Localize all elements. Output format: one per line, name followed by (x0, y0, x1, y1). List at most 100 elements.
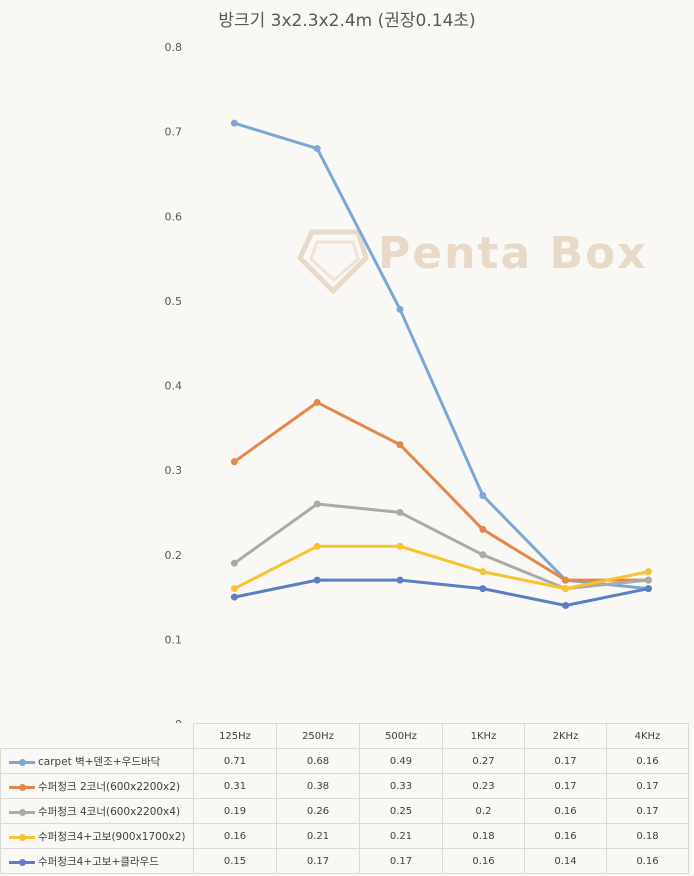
table-cell: 0.16 (524, 798, 607, 824)
data-table: 125Hz 250Hz 500Hz 1KHz 2KHz 4KHz carpet 벽+덴조+우… (0, 723, 689, 874)
data-point (479, 525, 487, 533)
series-line-5 (234, 578, 649, 607)
table-row: 수퍼청크 2코너(600x2200x2) 0.31 0.38 0.33 0.23 0.17… (0, 773, 689, 799)
series-name: 수퍼청크4+고보(900x1700x2) (38, 830, 186, 843)
table-cell: 0.31 (193, 773, 277, 799)
table-cell: 0.2 (442, 798, 525, 824)
data-point (313, 576, 321, 584)
table-cell: 0.26 (276, 798, 360, 824)
table-cell: 0.21 (276, 823, 360, 849)
data-point (313, 500, 321, 508)
table-row: 수퍼청크4+고보+클라우드 0.15 0.17 0.17 0.16 0.14 0.16 (0, 848, 689, 874)
table-cell: 0.38 (276, 773, 360, 799)
watermark-text: Penta Box (378, 228, 648, 279)
table-cell: 0.17 (606, 773, 689, 799)
category-header: 2KHz (524, 723, 607, 749)
data-point (230, 119, 238, 127)
data-point (644, 568, 652, 576)
table-cell: 0.18 (442, 823, 525, 849)
series-name: 수퍼청크 4코너(600x2200x4) (38, 805, 181, 818)
series-legend-cell: 수퍼청크 2코너(600x2200x2) (0, 773, 194, 799)
category-header: 125Hz (193, 723, 277, 749)
data-point (230, 458, 238, 466)
series-legend-cell: 수퍼청크 4코너(600x2200x4) (0, 798, 194, 824)
table-cell: 0.16 (193, 823, 277, 849)
watermark-pentagon-inner-icon (309, 240, 360, 283)
category-header: 250Hz (276, 723, 360, 749)
series-line-3 (233, 502, 649, 591)
y-axis-ticks: 0 0.1 0.2 0.3 0.4 0.5 0.6 0.7 0.8 (165, 41, 183, 723)
legend-line-marker-icon (9, 782, 35, 792)
table-row: 수퍼청크 4코너(600x2200x4) 0.19 0.26 0.25 0.2 0.16 0… (0, 798, 689, 824)
data-point (396, 441, 404, 449)
watermark-pentagon-icon (296, 229, 369, 295)
data-point (396, 576, 404, 584)
table-cell: 0.16 (606, 848, 689, 874)
data-point (644, 585, 652, 593)
series-name: 수퍼청크 2코너(600x2200x2) (38, 780, 181, 793)
table-row: 수퍼청크4+고보(900x1700x2) 0.16 0.21 0.21 0.18 0.16… (0, 823, 689, 849)
table-cell: 0.16 (606, 748, 689, 774)
y-tick-label: 0.5 (165, 295, 183, 308)
series-legend-cell: carpet 벽+덴조+우드바닥 (0, 748, 194, 774)
data-point (313, 542, 321, 550)
table-cell: 0.19 (193, 798, 277, 824)
table-cell: 0.15 (193, 848, 277, 874)
data-point (479, 585, 487, 593)
y-tick-label: 0.8 (165, 41, 183, 54)
table-cell: 0.71 (193, 748, 277, 774)
y-tick-label: 0 (175, 718, 182, 723)
table-cell: 0.17 (359, 848, 443, 874)
y-tick-label: 0.3 (165, 464, 183, 477)
data-point (644, 576, 652, 584)
y-tick-label: 0.2 (165, 549, 183, 562)
table-cell: 0.17 (524, 773, 607, 799)
table-cell: 0.25 (359, 798, 443, 824)
series-name: carpet 벽+덴조+우드바닥 (38, 755, 161, 768)
table-cell: 0.33 (359, 773, 443, 799)
series-legend-cell: 수퍼청크4+고보+클라우드 (0, 848, 194, 874)
y-tick-label: 0.7 (165, 126, 183, 139)
data-point (313, 145, 321, 153)
legend-line-marker-icon (9, 757, 35, 767)
series-name: 수퍼청크4+고보+클라우드 (38, 855, 159, 868)
data-point (479, 492, 487, 500)
table-cell: 0.18 (606, 823, 689, 849)
table-cell: 0.21 (359, 823, 443, 849)
series-line-2 (233, 400, 649, 582)
y-tick-label: 0.1 (165, 633, 183, 646)
series-lines (233, 121, 649, 607)
series-line-4 (233, 544, 649, 591)
watermark-logo: Penta Box (296, 228, 648, 295)
data-point (562, 585, 570, 593)
table-cell: 0.49 (359, 748, 443, 774)
category-header: 1KHz (442, 723, 525, 749)
table-cell: 0.17 (606, 798, 689, 824)
data-point (562, 602, 570, 610)
table-cell: 0.17 (524, 748, 607, 774)
table-cell: 0.16 (442, 848, 525, 874)
category-header: 4KHz (606, 723, 689, 749)
data-point (396, 508, 404, 516)
category-header: 500Hz (359, 723, 443, 749)
data-point (313, 398, 321, 406)
series-points (230, 119, 652, 610)
table-cell: 0.14 (524, 848, 607, 874)
table-header-row: 125Hz 250Hz 500Hz 1KHz 2KHz 4KHz (0, 723, 689, 749)
data-point (479, 568, 487, 576)
table-cell: 0.27 (442, 748, 525, 774)
chart-title: 방크기 3x2.3x2.4m (권장0.14초) (218, 11, 476, 31)
legend-line-marker-icon (9, 857, 35, 867)
series-legend-cell: 수퍼청크4+고보(900x1700x2) (0, 823, 194, 849)
y-tick-label: 0.4 (165, 380, 183, 393)
data-point (230, 585, 238, 593)
table-row: carpet 벽+덴조+우드바닥 0.71 0.68 0.49 0.27 0.17 0.16 (0, 748, 689, 774)
line-chart-plot: Penta Box 0 0.1 0.2 0.3 0.4 0.5 0.6 0.7 0.8 (165, 41, 652, 723)
data-point (230, 593, 238, 601)
data-point (396, 542, 404, 550)
table-cell: 0.68 (276, 748, 360, 774)
data-point (396, 305, 404, 313)
table-corner-cell (0, 723, 194, 749)
y-tick-label: 0.6 (165, 210, 183, 223)
table-cell: 0.16 (524, 823, 607, 849)
